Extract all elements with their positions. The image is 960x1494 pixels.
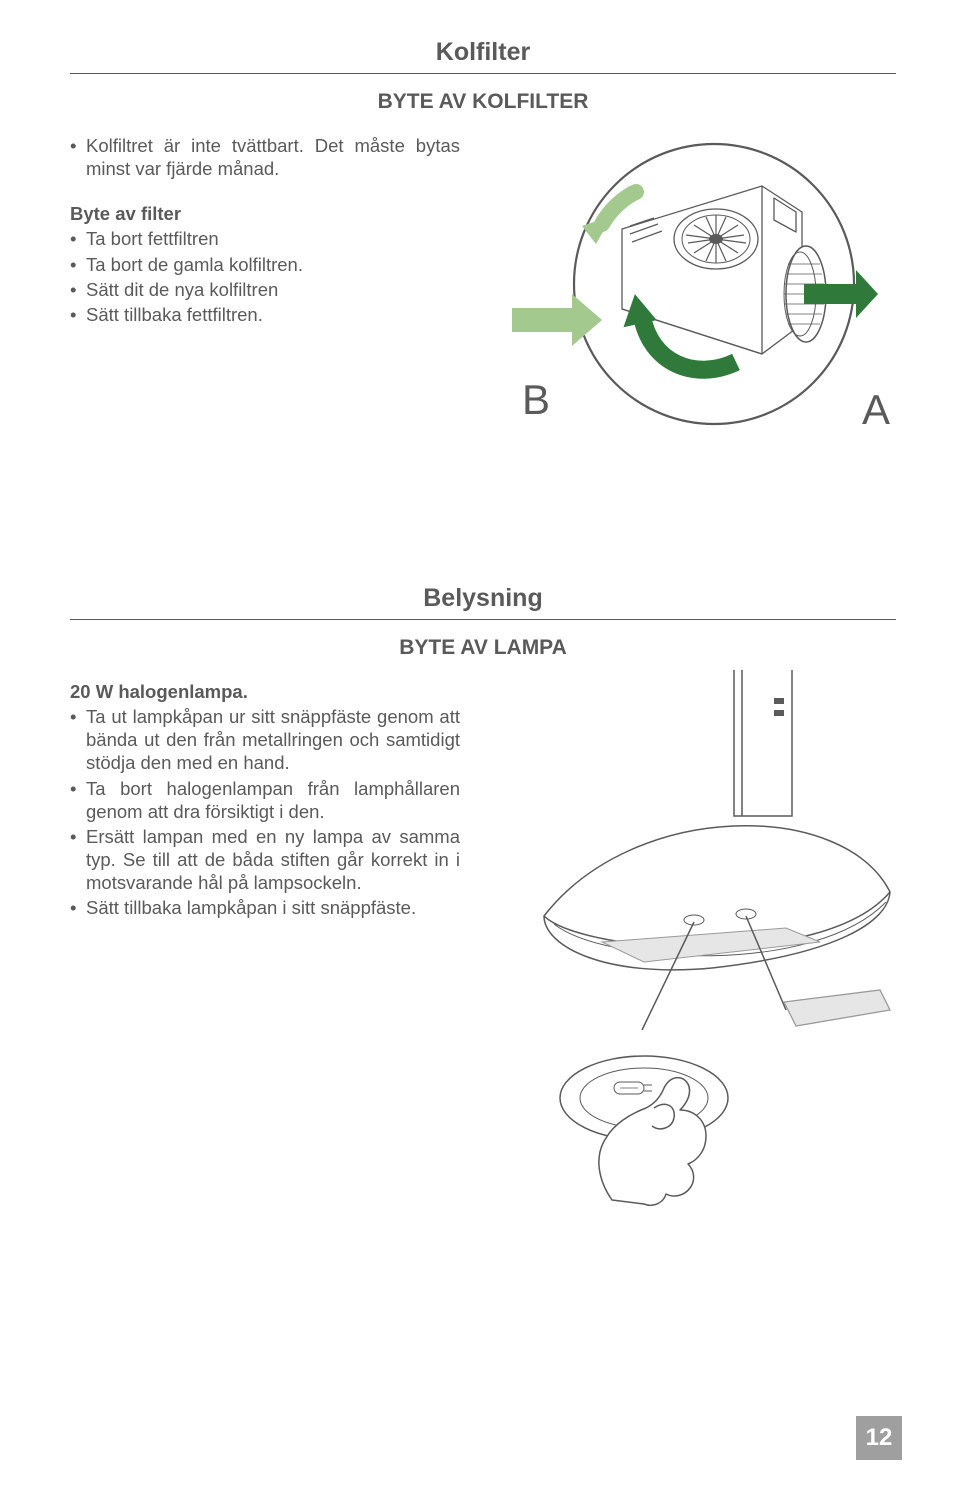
section2-rule <box>70 619 896 620</box>
list-item: •Ta bort de gamla kolfiltren. <box>70 253 460 276</box>
section1-subhead: Byte av filter <box>70 202 460 225</box>
section1-title: Kolfilter <box>70 38 896 67</box>
list-item: •Sätt dit de nya kolfiltren <box>70 278 460 301</box>
list-item: •Sätt tillbaka lampkåpan i sitt snäppfäs… <box>70 896 460 919</box>
list-item: • Kolfiltret är inte tvättbart. Det måst… <box>70 134 460 180</box>
list-item: •Ta ut lampkåpan ur sitt snäppfäste geno… <box>70 705 460 774</box>
section2-row: 20 W halogenlampa. •Ta ut lampkåpan ur s… <box>70 680 896 1210</box>
kolfilter-diagram: B A <box>484 134 894 464</box>
list-item: •Sätt tillbaka fettfiltren. <box>70 303 460 326</box>
section2-text: 20 W halogenlampa. •Ta ut lampkåpan ur s… <box>70 680 460 1210</box>
list-item: •Ta bort fettfiltren <box>70 227 460 250</box>
list-item: •Ersätt lampan med en ny lampa av samma … <box>70 825 460 894</box>
section1-row: • Kolfiltret är inte tvättbart. Det måst… <box>70 134 896 464</box>
label-a: A <box>862 386 890 433</box>
label-b: B <box>522 376 550 423</box>
section1-subtitle: BYTE AV KOLFILTER <box>70 90 896 114</box>
section2-title: Belysning <box>70 584 896 613</box>
section1-text: • Kolfiltret är inte tvättbart. Det måst… <box>70 134 460 464</box>
list-item: •Ta bort halogenlampan från lamphållaren… <box>70 777 460 823</box>
section2-figure <box>484 680 896 1210</box>
section2-subtitle: BYTE AV LAMPA <box>70 636 896 660</box>
section1-rule <box>70 73 896 74</box>
page-number: 12 <box>856 1416 902 1460</box>
belysning-diagram <box>484 670 894 1210</box>
section1-figure: B A <box>484 134 896 464</box>
section2-subhead: 20 W halogenlampa. <box>70 680 460 703</box>
